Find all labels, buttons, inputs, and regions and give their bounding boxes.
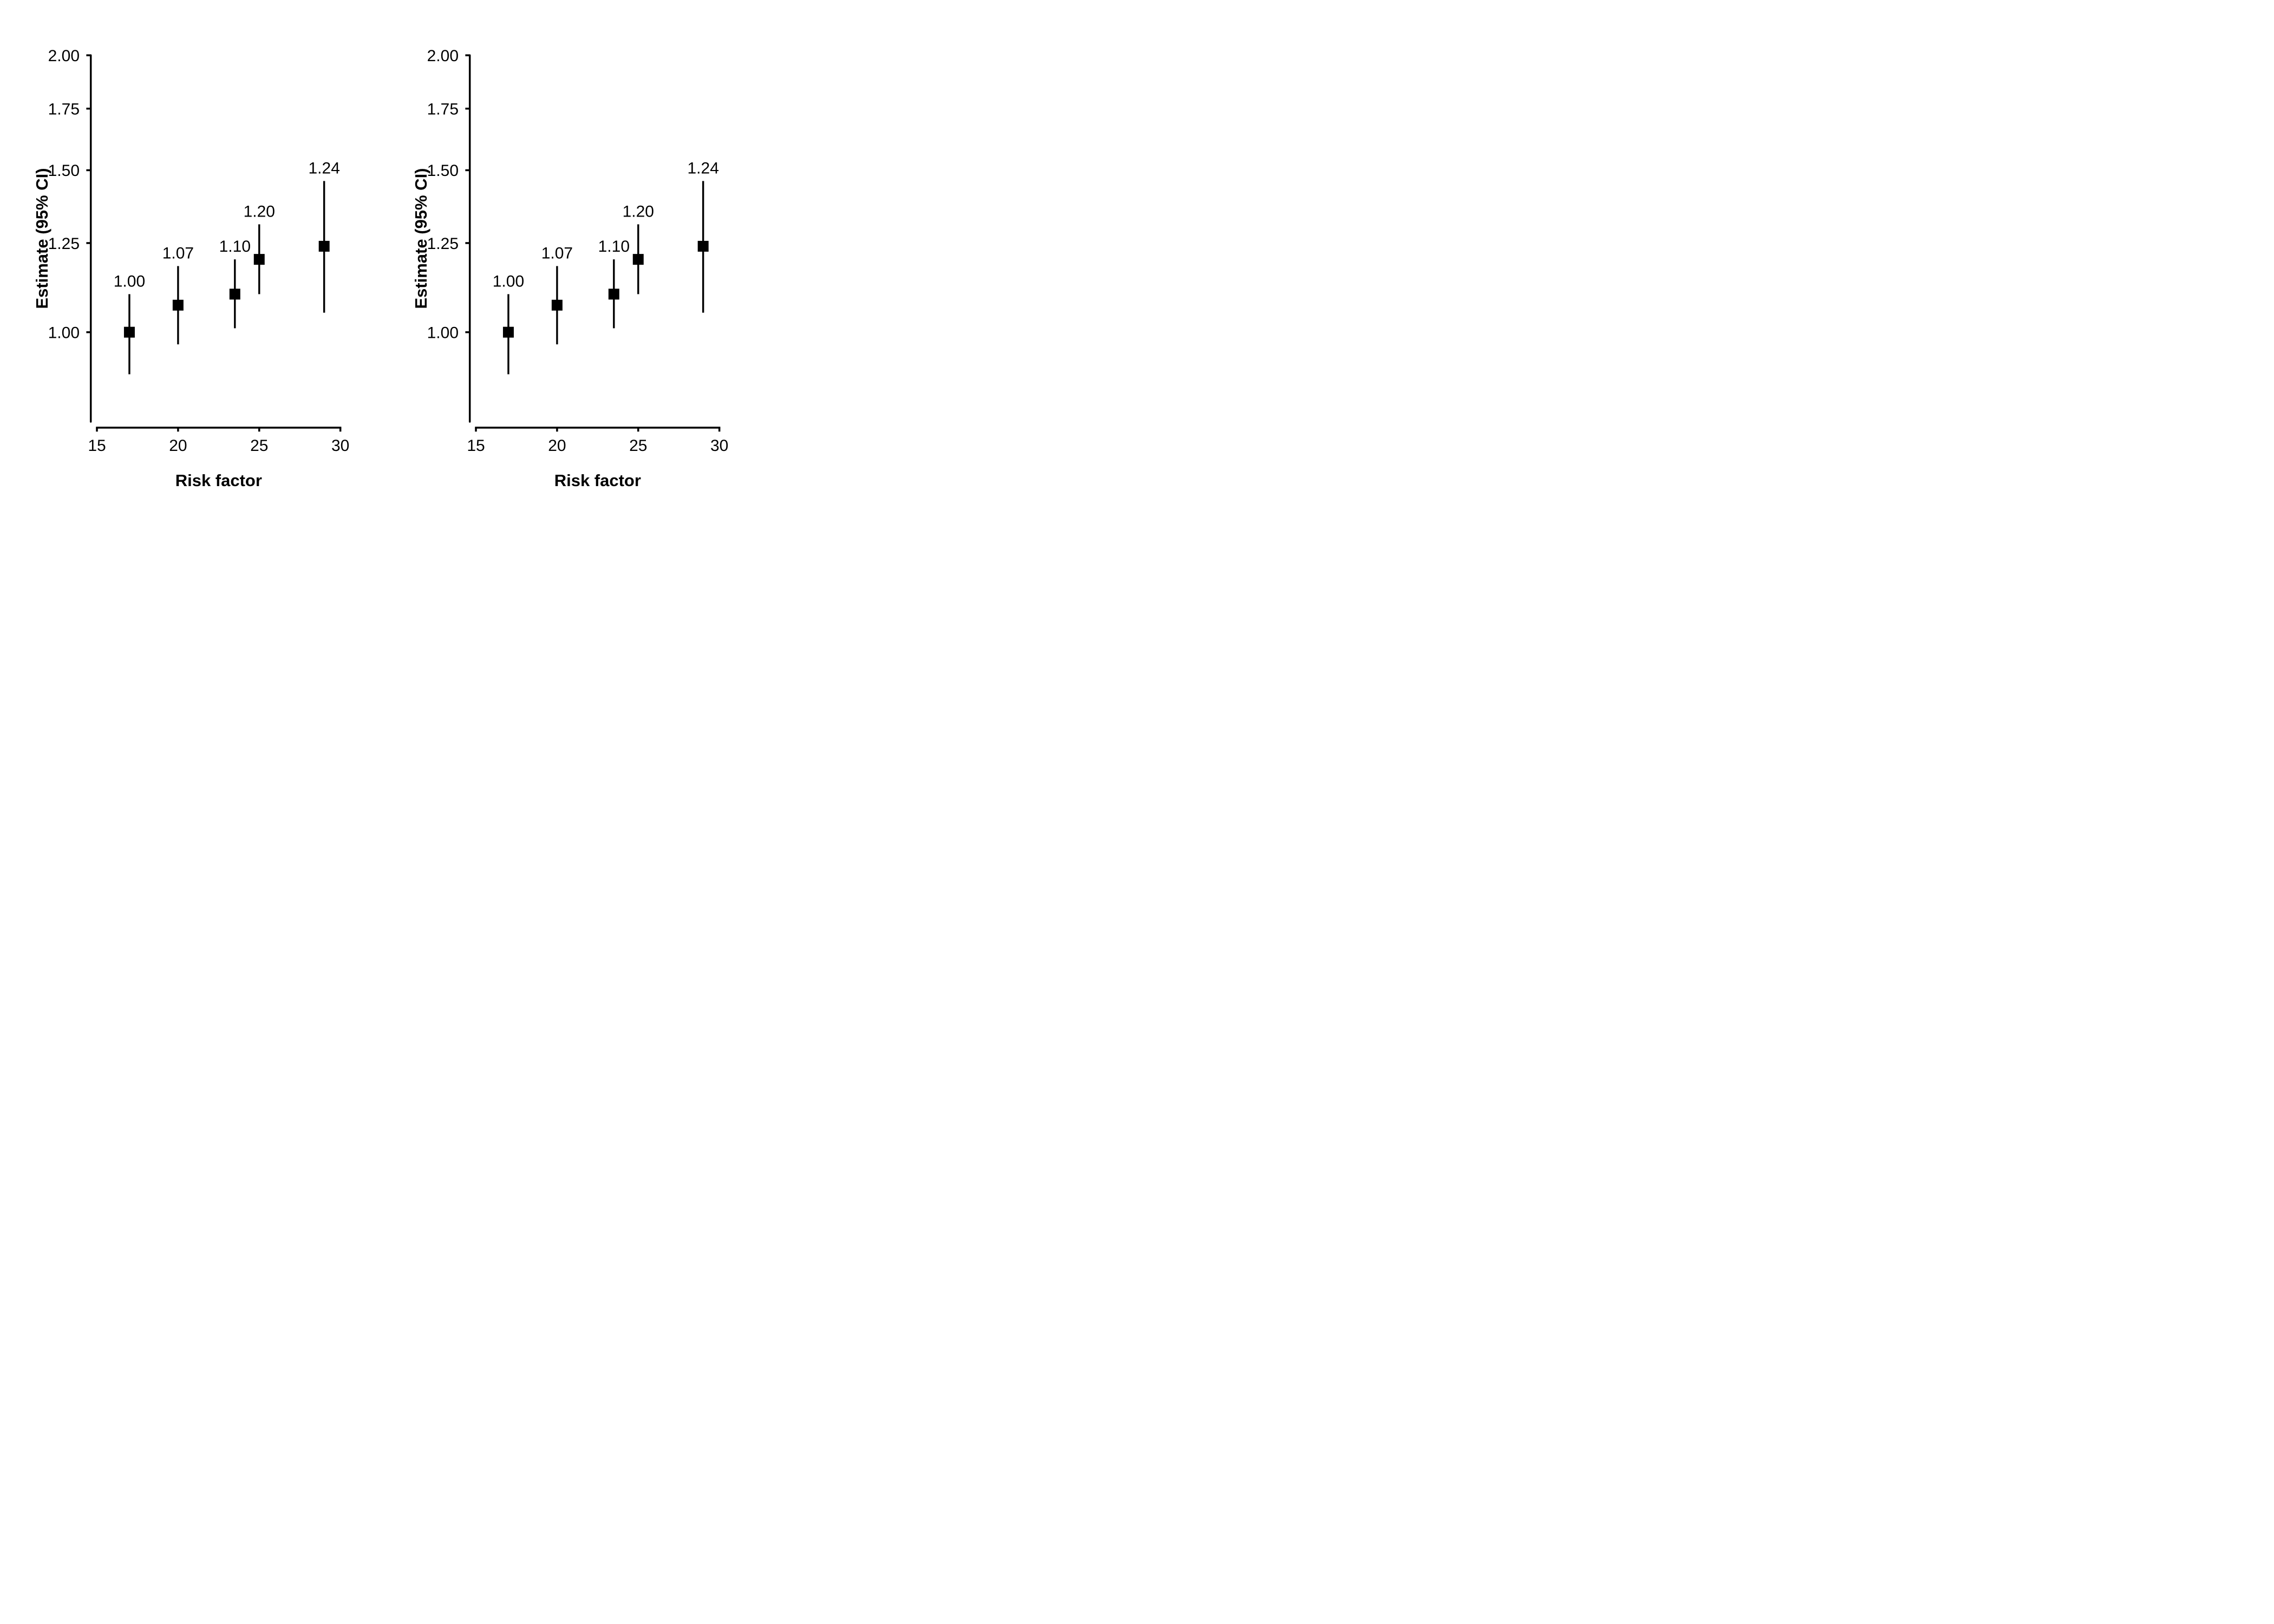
left-panel: 2.00 1.75 1.50 1.25 1.00 15 20 25 30 Estimate (95… <box>32 47 349 490</box>
right-x-axis-title: Risk factor <box>554 471 641 490</box>
left-point-label-2: 1.07 <box>162 245 194 263</box>
right-point-marker-2 <box>551 299 563 311</box>
right-point-marker-5 <box>697 240 709 252</box>
right-x-tick-label-20: 20 <box>548 437 566 455</box>
right-point-marker-3 <box>608 289 619 300</box>
left-y-tick-label-1.50: 1.50 <box>48 162 80 180</box>
left-point-marker-4 <box>253 254 265 265</box>
right-x-tick-label-30: 30 <box>710 437 728 455</box>
left-x-tick-label-15: 15 <box>88 437 106 455</box>
left-x-tick-label-20: 20 <box>169 437 187 455</box>
left-y-axis-title: Estimate (95% CI) <box>32 168 51 309</box>
right-point-label-1: 1.00 <box>493 272 524 290</box>
right-y-tick-label-2.00: 2.00 <box>427 47 459 65</box>
right-y-tick-label-1.75: 1.75 <box>427 100 459 118</box>
right-point-label-4: 1.20 <box>623 202 654 220</box>
left-point-marker-3 <box>229 289 240 300</box>
figure-two-panel-forest-plot: 2.00 1.75 1.50 1.25 1.00 15 20 25 30 Estimate (95… <box>0 0 758 541</box>
left-x-tick-label-25: 25 <box>250 437 268 455</box>
left-point-marker-1 <box>123 326 135 338</box>
right-point-label-2: 1.07 <box>541 245 573 263</box>
right-x-tick-label-25: 25 <box>629 437 647 455</box>
left-point-label-1: 1.00 <box>114 272 145 290</box>
right-y-axis-title: Estimate (95% CI) <box>411 168 430 309</box>
right-point-label-3: 1.10 <box>598 238 630 256</box>
left-point-marker-2 <box>172 299 184 311</box>
left-y-tick-label-1.00: 1.00 <box>48 324 80 342</box>
left-y-tick-label-2.00: 2.00 <box>48 47 80 65</box>
right-x-tick-label-15: 15 <box>467 437 485 455</box>
right-y-tick-label-1.00: 1.00 <box>427 324 459 342</box>
forest-plot-canvas: 2.00 1.75 1.50 1.25 1.00 15 20 25 30 Estimate (95… <box>32 47 728 490</box>
left-point-label-5: 1.24 <box>308 159 339 177</box>
left-y-tick-label-1.75: 1.75 <box>48 100 80 118</box>
left-point-label-4: 1.20 <box>244 202 275 220</box>
right-y-tick-label-1.50: 1.50 <box>427 162 459 180</box>
left-point-marker-5 <box>318 240 330 252</box>
right-panel: 2.00 1.75 1.50 1.25 1.00 15 20 25 30 Estimate (95… <box>411 47 728 490</box>
left-y-tick-label-1.25: 1.25 <box>48 235 80 253</box>
right-point-label-5: 1.24 <box>687 159 718 177</box>
right-point-marker-1 <box>502 326 514 338</box>
left-point-label-3: 1.10 <box>219 238 251 256</box>
right-y-tick-label-1.25: 1.25 <box>427 235 459 253</box>
right-point-marker-4 <box>632 254 644 265</box>
left-x-axis-title: Risk factor <box>175 471 262 490</box>
left-x-tick-label-30: 30 <box>331 437 349 455</box>
